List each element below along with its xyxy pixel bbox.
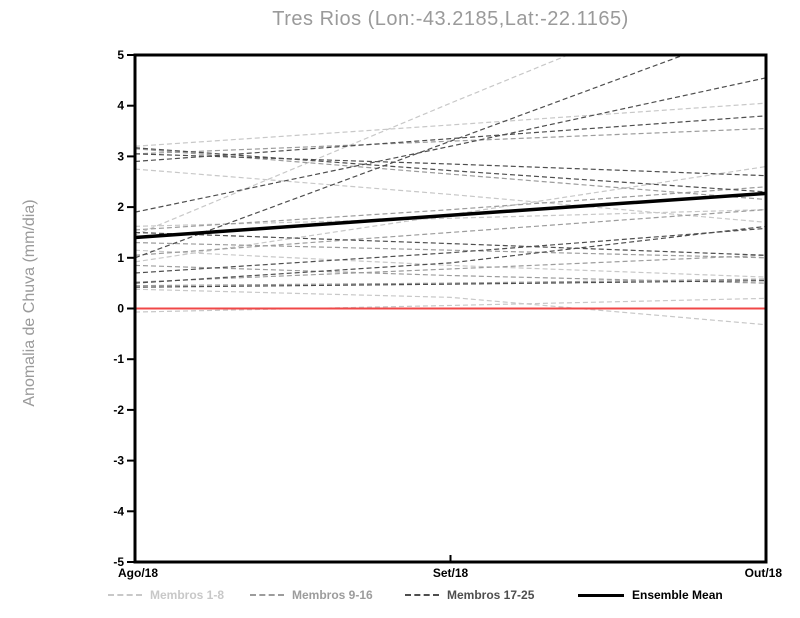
member-line: [135, 225, 766, 284]
x-tick-label: Set/18: [433, 566, 469, 580]
member-line: [135, 288, 766, 326]
member-line: [135, 165, 766, 263]
member-line: [135, 264, 766, 284]
member-line: [135, 153, 766, 177]
legend-item-membros-17-25: Membros 17-25: [405, 586, 534, 604]
y-tick-label: -3: [113, 454, 124, 468]
member-line: [135, 115, 766, 163]
y-tick-label: 1: [117, 251, 124, 265]
member-line: [135, 297, 766, 313]
dashed-line-swatch: [250, 594, 284, 596]
member-line: [135, 241, 766, 259]
legend-item-membros-9-16: Membros 9-16: [250, 586, 373, 604]
data-lines: [135, 55, 766, 326]
member-line: [135, 55, 570, 236]
member-line: [135, 249, 766, 278]
x-tick-label: Ago/18: [118, 566, 158, 580]
dashed-line-swatch: [108, 594, 142, 596]
y-tick-label: 5: [117, 48, 124, 62]
y-tick-label: 2: [117, 200, 124, 214]
member-line: [135, 254, 766, 283]
member-line: [135, 278, 766, 287]
legend-label: Membros 17-25: [447, 588, 535, 602]
member-line: [135, 209, 766, 256]
y-tick-label: 0: [117, 302, 124, 316]
member-line: [135, 55, 686, 259]
x-tick-label: Out/18: [745, 566, 783, 580]
solid-line-swatch: [578, 593, 624, 597]
member-line: [135, 77, 766, 213]
y-tick-label: -1: [113, 352, 124, 366]
dashed-line-swatch: [405, 594, 439, 596]
ensemble-mean-line: [135, 191, 766, 240]
chart-legend: Membros 1-8 Membros 9-16 Membros 17-25 E…: [0, 586, 800, 606]
member-line: [135, 209, 766, 227]
member-line: [135, 168, 766, 223]
y-tick-label: -5: [113, 555, 124, 569]
legend-label: Membros 9-16: [292, 588, 373, 602]
member-line: [135, 280, 766, 288]
y-tick-label: -4: [113, 504, 124, 518]
y-tick-label: -2: [113, 403, 124, 417]
member-line: [135, 227, 766, 274]
legend-label: Ensemble Mean: [632, 588, 723, 602]
chart-title: Tres Rios (Lon:-43.2185,Lat:-22.1165): [272, 8, 629, 30]
member-line: [135, 231, 766, 256]
member-line: [135, 102, 766, 147]
legend-item-ensemble-mean: Ensemble Mean: [578, 586, 723, 604]
legend-item-membros-1-8: Membros 1-8: [108, 586, 224, 604]
legend-label: Membros 1-8: [150, 588, 225, 602]
member-line: [135, 147, 766, 193]
member-line: [135, 186, 766, 231]
y-tick-label: 3: [117, 149, 124, 163]
y-tick-label: 4: [117, 99, 124, 113]
